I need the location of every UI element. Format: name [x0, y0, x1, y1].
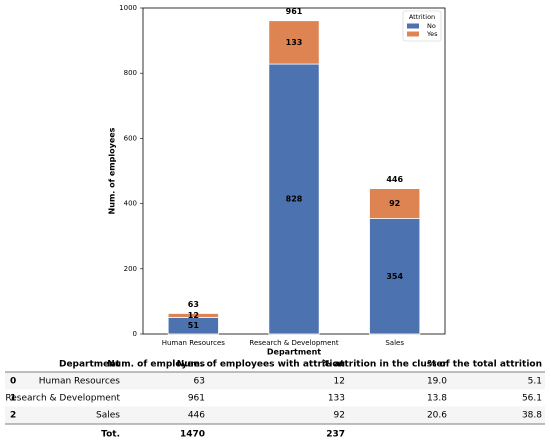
legend-title: Attrition	[409, 13, 435, 21]
legend-label: No	[427, 22, 436, 30]
table-cell: 961	[188, 394, 205, 404]
total-label: 961	[286, 7, 303, 16]
table-cell: 12	[334, 377, 345, 387]
table-cell: 13.8	[427, 394, 447, 404]
row-index: 1	[10, 394, 16, 404]
total-label: 446	[386, 175, 403, 184]
table-header: % attrition in the cluster	[322, 360, 448, 370]
total-cell: Tot.	[101, 430, 120, 440]
y-axis-label: Num. of employees	[108, 127, 117, 214]
total-cell: 237	[326, 430, 345, 440]
table-cell: 20.6	[427, 411, 447, 421]
value-label: 354	[386, 272, 403, 281]
table-header: Num. of employees with attrition	[177, 360, 345, 370]
x-tick-label: Sales	[385, 339, 404, 347]
table-cell: 92	[334, 411, 345, 421]
x-tick-label: Research & Development	[249, 339, 338, 347]
value-label: 12	[188, 311, 199, 320]
x-tick-label: Human Resources	[162, 339, 226, 347]
value-label: 92	[389, 199, 400, 208]
y-tick-label: 0	[133, 330, 137, 338]
bar-segment	[268, 20, 320, 65]
legend-label: Yes	[426, 30, 438, 38]
row-index: 2	[10, 411, 16, 421]
table-cell: Sales	[96, 411, 120, 421]
table-cell: 38.8	[522, 411, 542, 421]
y-tick-label: 400	[124, 200, 137, 208]
total-cell: 1470	[180, 430, 205, 440]
bar-segment	[268, 63, 320, 335]
table-header: Department	[59, 360, 121, 370]
value-label: 828	[286, 195, 303, 204]
table-cell: Research & Development	[5, 394, 120, 404]
table-row-bg	[5, 406, 545, 424]
table-cell: Human Resources	[39, 377, 121, 387]
table-header: Num. of employees	[107, 360, 205, 370]
table-header: % of the total attrition	[427, 360, 542, 370]
table-row-bg	[5, 372, 545, 390]
bar-segment	[167, 313, 219, 318]
table-cell: 133	[328, 394, 345, 404]
y-tick-label: 600	[124, 134, 137, 142]
total-label: 63	[188, 300, 199, 309]
legend-swatch	[407, 31, 419, 37]
table-cell: 63	[194, 377, 205, 387]
y-tick-label: 800	[124, 69, 137, 77]
bar-segment	[369, 188, 421, 219]
y-tick-label: 200	[124, 265, 137, 273]
value-label: 133	[286, 38, 303, 47]
table-cell: 5.1	[528, 377, 542, 387]
table-cell: 446	[188, 411, 205, 421]
value-label: 51	[188, 321, 200, 330]
y-tick-label: 1000	[119, 4, 137, 12]
legend-swatch	[407, 23, 419, 29]
row-index: 0	[10, 377, 16, 387]
table-cell: 56.1	[522, 394, 542, 404]
x-axis-label: Department	[267, 348, 321, 357]
table-cell: 19.0	[427, 377, 447, 387]
